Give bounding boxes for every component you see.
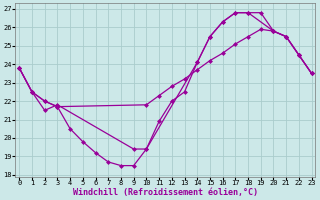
X-axis label: Windchill (Refroidissement éolien,°C): Windchill (Refroidissement éolien,°C) <box>73 188 258 197</box>
